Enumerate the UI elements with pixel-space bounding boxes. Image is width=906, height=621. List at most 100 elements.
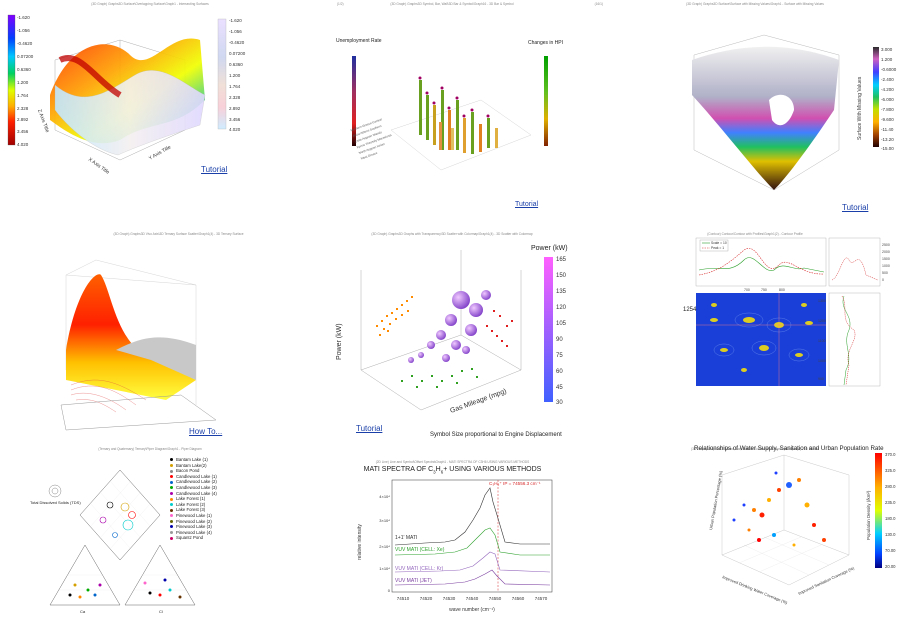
svg-text:-15.00: -15.00 [881, 146, 894, 151]
thumbnail-piper-diagram[interactable]: (Ternary and Quaternary) Ternary\Piper D… [0, 445, 300, 621]
svg-text:45: 45 [556, 385, 563, 391]
x-axis-title: X Axis Title [87, 157, 111, 176]
ternary-surface-graph [60, 259, 217, 431]
legend-item: Lake Forest (1) [170, 496, 217, 502]
svg-text:1.200: 1.200 [229, 73, 241, 78]
svg-text:-0.6000: -0.6000 [881, 67, 897, 72]
legend-label: Pinewood Lake (2) [176, 518, 212, 524]
ca-axis-label: Ca [80, 609, 86, 614]
svg-text:-0.4620: -0.4620 [17, 41, 33, 46]
x-axis-label: wave number (cm⁻¹) [449, 607, 495, 613]
svg-text:-6.000: -6.000 [881, 97, 894, 102]
orange-points [376, 296, 413, 336]
thumbnail-caption: (3D Graph) Graphs3D Symbol, Bar, Wall\3D… [691, 447, 819, 451]
how-to-link[interactable]: How To... [189, 427, 223, 436]
svg-text:105: 105 [556, 321, 567, 327]
svg-text:1100: 1100 [818, 339, 826, 343]
legend-label: Candlewood Lake (3) [176, 484, 217, 490]
svg-text:150: 150 [556, 273, 567, 279]
legend-item: Bantam Lake (1) [170, 457, 217, 463]
svg-text:-7.800: -7.800 [881, 107, 894, 112]
tutorial-link[interactable]: Tutorial [356, 424, 383, 433]
thumbnail-caption: (3D Graph) Graphs3D Vivo Axis\3D Ternary… [113, 232, 244, 236]
ip-annotation: C₃H₆⁺ IP = 74556.3 cm⁻¹ [489, 481, 541, 486]
gas-mileage-axis-label: Gas Mileage (mpg) [449, 388, 507, 415]
svg-text:-1.620: -1.620 [17, 15, 30, 20]
svg-text:2.892: 2.892 [229, 106, 241, 111]
chart-title: MATI SPECTRA OF C3H6+ USING VARIOUS METH… [363, 466, 542, 475]
legend-scale: Scale = 10 [711, 241, 727, 245]
water-coverage-axis-label: Improved Drinking Water Coverage (%) [722, 574, 789, 605]
bars [419, 80, 498, 154]
legend-item: Pinewood Lake (1) [170, 513, 217, 519]
colorbar-right-labels: -1.620 -1.056 -0.4620 0.07200 0.6360 1.2… [229, 18, 246, 132]
thumbnail-caption-right: (16/1) [594, 2, 603, 6]
thumbnail-caption: (3D Graph) Graphs3D Graphs with Transpar… [371, 232, 533, 236]
legend-item: Squantz Pond [170, 535, 217, 541]
svg-text:1.200: 1.200 [17, 80, 29, 85]
legend-marker-icon [170, 486, 173, 490]
svg-text:30: 30 [556, 400, 563, 406]
tutorial-link[interactable]: Tutorial [201, 165, 228, 174]
y-axis-label: relative intensity [357, 524, 363, 560]
chart-title: Relationships of Water Supply, Sanitatio… [694, 445, 884, 452]
symbols [418, 76, 490, 118]
svg-text:1×10⁴: 1×10⁴ [379, 566, 390, 571]
svg-text:74530: 74530 [443, 596, 456, 601]
tutorial-link[interactable]: Tutorial [842, 203, 869, 212]
symbol-size-note: Symbol Size proportional to Engine Displ… [430, 432, 562, 438]
thumbnail-mati-spectra[interactable]: (2D Line) Line and Symbol\Offset Spectra… [345, 460, 560, 618]
legend-marker-icon [170, 475, 173, 479]
colorbar-labels: 3.000 1.200 -0.6000 -2.400 -4.200 -6.000… [881, 47, 897, 151]
svg-text:-11.40: -11.40 [881, 127, 894, 132]
legend-marker-icon [170, 536, 173, 540]
z-axis-title: Z Axis Title [36, 109, 50, 134]
cl-axis-label: Cl [159, 609, 163, 614]
legend-label: Bantam Lake (1) [176, 457, 208, 462]
legend-label: Candlewood Lake (2) [176, 479, 217, 485]
svg-text:60: 60 [556, 369, 563, 375]
thumbnail-3d-bar-symbol[interactable]: (1/2) (3D Graph) Graphs3D Symbol, Bar, W… [301, 0, 603, 215]
thumbnail-3d-scatter-colormap[interactable]: (3D Graph) Graphs3D Graphs with Transpar… [301, 230, 603, 440]
surface-missing-values-graph: 3.000 1.200 -0.6000 -2.400 -4.200 -6.000… [692, 34, 897, 191]
svg-text:3.000: 3.000 [881, 47, 893, 52]
svg-text:0: 0 [882, 278, 884, 282]
svg-text:500: 500 [882, 271, 888, 275]
thumbnail-water-supply-scatter[interactable]: (3D Graph) Graphs3D Symbol, Bar, Wall\3D… [604, 445, 906, 621]
power-axis-label: Power (kW) [336, 323, 343, 360]
series-label-4: VUV MATI (JET) [395, 578, 432, 584]
legend-item: Candlewood Lake (3) [170, 485, 217, 491]
legend-marker-icon [170, 480, 173, 484]
thumbnail-caption: (3D Graph) Graphs3D Surface\Overlapping … [91, 2, 209, 6]
urban-population-axis-label: Urban Population Percentage (%) [708, 470, 723, 530]
legend-label: Candlewood Lake (4) [176, 490, 217, 496]
thumbnail-surface-missing-values[interactable]: (3D Graph) Graphs3D Surface\Surface with… [604, 0, 906, 215]
svg-text:74570: 74570 [535, 596, 548, 601]
svg-text:135: 135 [556, 289, 567, 295]
svg-text:3×10⁴: 3×10⁴ [379, 518, 390, 523]
red-points [486, 310, 513, 347]
svg-text:4×10⁴: 4×10⁴ [379, 494, 390, 499]
tutorial-link[interactable]: Tutorial [515, 201, 539, 208]
thumbnail-contour-profile[interactable]: (Contour) Contour\Contour with Profiles\… [604, 230, 906, 440]
svg-text:750: 750 [761, 288, 767, 292]
legend-label: Candlewood Lake (1) [176, 473, 217, 479]
svg-text:90: 90 [556, 337, 563, 343]
svg-text:74560: 74560 [512, 596, 525, 601]
series-label-1: 1+1' MATI [395, 535, 418, 541]
svg-text:2500: 2500 [882, 243, 890, 247]
svg-text:0.6360: 0.6360 [17, 67, 31, 72]
thumbnail-intersecting-surfaces[interactable]: (3D Graph) Graphs3D Surface\Overlapping … [0, 0, 300, 200]
legend-item: Pinewood Lake (3) [170, 524, 217, 530]
legend-item: Bacon Pond [170, 468, 217, 474]
side-value: 1254 [683, 307, 697, 313]
svg-text:-9.600: -9.600 [881, 117, 894, 122]
svg-text:75: 75 [556, 353, 563, 359]
thumbnail-3d-ternary-surface[interactable]: (3D Graph) Graphs3D Vivo Axis\3D Ternary… [56, 230, 301, 440]
unemployment-rate-title: Unemployment Rate [336, 38, 382, 44]
svg-text:700: 700 [744, 288, 750, 292]
legend-label: Lake Forest (3) [176, 507, 206, 513]
legend-marker-icon [170, 525, 173, 529]
colorbar-labels: 165 150 135 120 105 90 75 60 45 30 [556, 257, 567, 406]
legend-item: Lake Forest (3) [170, 507, 217, 513]
